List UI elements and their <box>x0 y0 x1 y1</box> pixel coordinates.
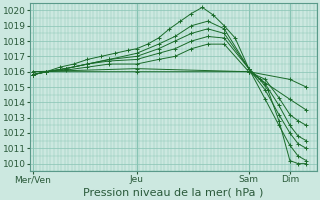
X-axis label: Pression niveau de la mer( hPa ): Pression niveau de la mer( hPa ) <box>84 187 264 197</box>
